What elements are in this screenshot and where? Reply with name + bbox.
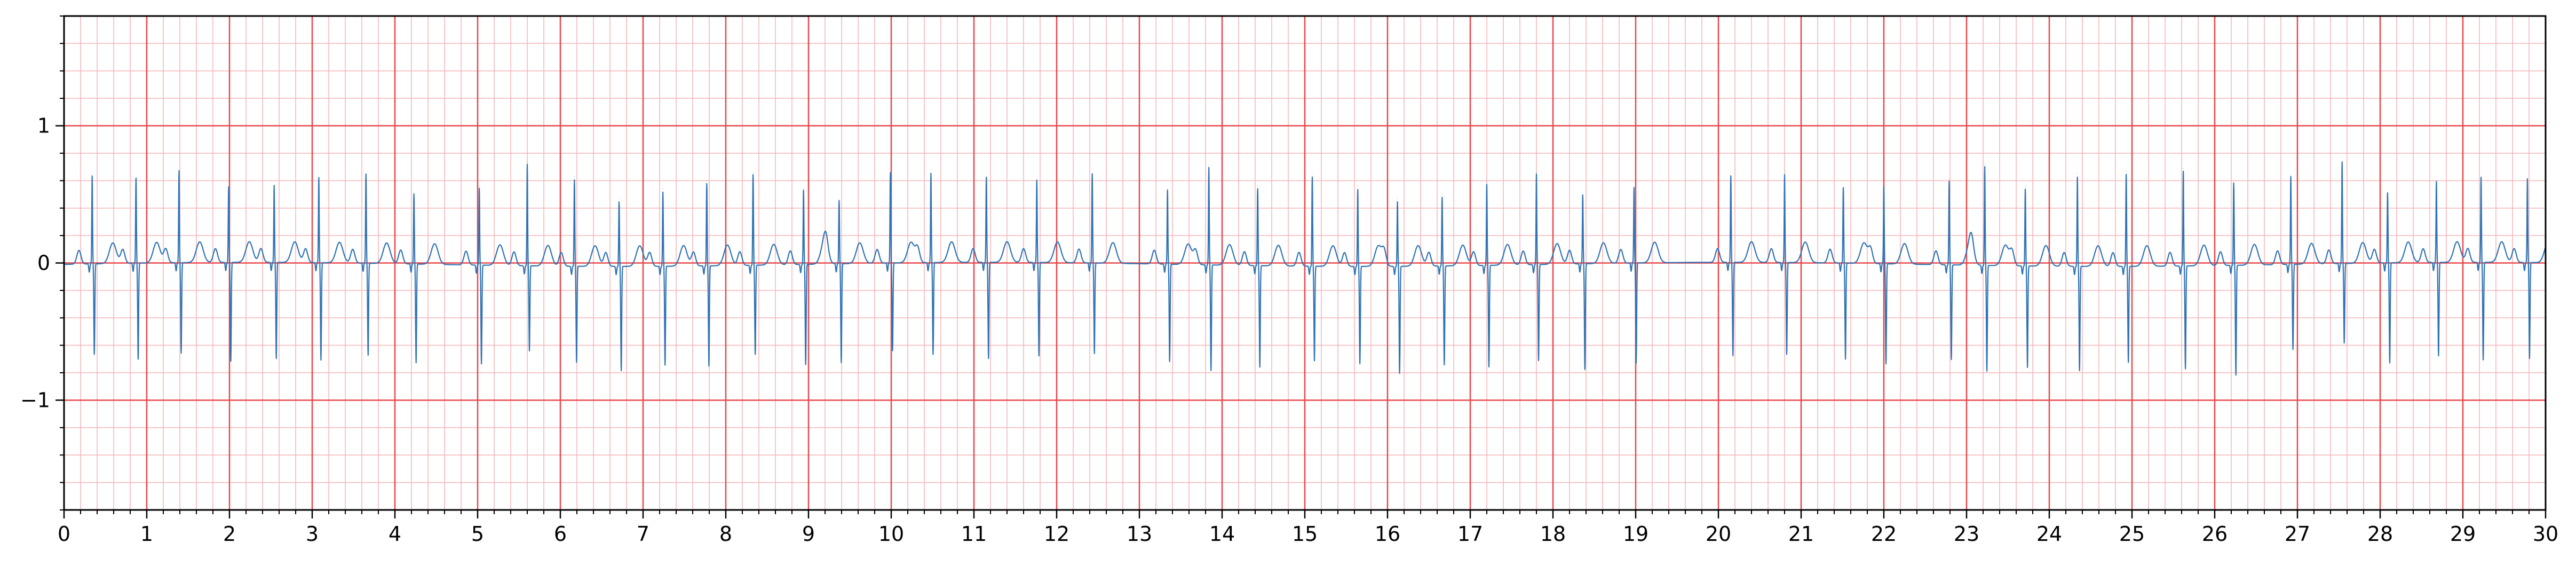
x-tick-label: 28 bbox=[2367, 522, 2393, 546]
x-tick-label: 9 bbox=[802, 522, 815, 546]
r-peak-point bbox=[2290, 175, 2292, 176]
s-trough-point bbox=[1094, 353, 1095, 354]
s-trough-point bbox=[1444, 361, 1445, 362]
x-tick-label: 10 bbox=[878, 522, 904, 546]
r-peak-point bbox=[2183, 168, 2184, 169]
x-tick-label: 11 bbox=[961, 522, 987, 546]
x-tick-label: 3 bbox=[306, 522, 319, 546]
ecg-trace-layer bbox=[64, 161, 2547, 376]
s-trough-point bbox=[841, 361, 842, 362]
x-tick-label: 22 bbox=[1871, 522, 1897, 546]
x-tick-label: 20 bbox=[1706, 522, 1731, 546]
r-peak-point bbox=[619, 198, 620, 199]
x-tick-label: 24 bbox=[2036, 522, 2062, 546]
r-peak-point bbox=[1167, 188, 1168, 190]
x-tick-label: 17 bbox=[1457, 522, 1483, 546]
s-trough-point bbox=[892, 350, 893, 351]
y-axis: −1 0 1 bbox=[20, 15, 64, 510]
x-tick-label: 12 bbox=[1044, 522, 1069, 546]
y-tick-label: 1 bbox=[37, 114, 50, 138]
x-tick-label: 13 bbox=[1127, 522, 1152, 546]
r-peak-point bbox=[1397, 198, 1398, 199]
s-trough-point bbox=[2389, 363, 2390, 364]
s-trough-point bbox=[2438, 356, 2439, 357]
x-tick-label: 29 bbox=[2450, 522, 2476, 546]
r-peak-point bbox=[1036, 180, 1037, 181]
r-peak-point bbox=[574, 176, 575, 177]
x-tick-label: 30 bbox=[2533, 522, 2558, 546]
r-peak-point bbox=[803, 188, 804, 190]
x-tick-label: 8 bbox=[719, 522, 732, 546]
x-tick-label: 5 bbox=[471, 522, 484, 546]
s-trough-point bbox=[1584, 368, 1586, 369]
x-tick-label: 4 bbox=[389, 522, 401, 546]
s-trough-point bbox=[1951, 357, 1952, 358]
x-tick-label: 14 bbox=[1209, 522, 1235, 546]
r-peak-point bbox=[228, 187, 229, 188]
y-tick-label: 0 bbox=[37, 251, 50, 275]
x-tick-label: 27 bbox=[2285, 522, 2310, 546]
s-trough-point bbox=[1885, 363, 1887, 364]
x-tick-label: 6 bbox=[554, 522, 567, 546]
s-trough-point bbox=[805, 363, 806, 364]
x-tick-label: 23 bbox=[1954, 522, 1979, 546]
x-tick-label: 18 bbox=[1540, 522, 1566, 546]
x-tick-label: 2 bbox=[223, 522, 236, 546]
x-tick-label: 15 bbox=[1292, 522, 1318, 546]
ecg-trace-line bbox=[64, 161, 2547, 376]
x-tick-label: 1 bbox=[140, 522, 153, 546]
r-peak-point bbox=[2233, 180, 2234, 181]
x-axis: 0 1 2 3 4 5 6 7 8 9 10 11 12 13 14 15 16 17 18 19 20 21 22 23 24… bbox=[58, 510, 2558, 546]
s-trough-point bbox=[1259, 364, 1261, 365]
x-tick-label: 25 bbox=[2119, 522, 2145, 546]
x-tick-label: 0 bbox=[58, 522, 70, 546]
x-tick-label: 26 bbox=[2202, 522, 2228, 546]
x-tick-label: 19 bbox=[1623, 522, 1648, 546]
y-tick-label: −1 bbox=[20, 388, 50, 412]
r-peak-point bbox=[1843, 187, 1844, 188]
s-trough-point bbox=[2027, 364, 2028, 365]
x-tick-label: 16 bbox=[1375, 522, 1400, 546]
x-tick-label: 21 bbox=[1788, 522, 1814, 546]
r-peak-point bbox=[1582, 194, 1583, 195]
x-tick-label: 7 bbox=[637, 522, 649, 546]
s-trough-point bbox=[481, 361, 482, 362]
r-peak-point bbox=[527, 161, 528, 162]
